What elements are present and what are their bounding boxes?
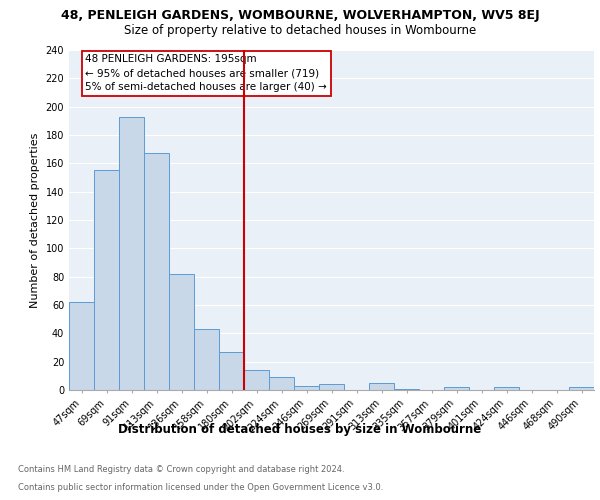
Bar xyxy=(169,274,194,390)
Bar xyxy=(144,154,169,390)
Bar xyxy=(569,387,594,390)
Bar xyxy=(294,386,319,390)
Text: Distribution of detached houses by size in Wombourne: Distribution of detached houses by size … xyxy=(118,422,482,436)
Bar xyxy=(369,383,394,390)
Bar xyxy=(394,388,419,390)
Text: 48, PENLEIGH GARDENS, WOMBOURNE, WOLVERHAMPTON, WV5 8EJ: 48, PENLEIGH GARDENS, WOMBOURNE, WOLVERH… xyxy=(61,9,539,22)
Text: 48 PENLEIGH GARDENS: 195sqm
← 95% of detached houses are smaller (719)
5% of sem: 48 PENLEIGH GARDENS: 195sqm ← 95% of det… xyxy=(85,54,327,92)
Text: Contains HM Land Registry data © Crown copyright and database right 2024.: Contains HM Land Registry data © Crown c… xyxy=(18,465,344,474)
Bar xyxy=(69,302,94,390)
Text: Size of property relative to detached houses in Wombourne: Size of property relative to detached ho… xyxy=(124,24,476,37)
Bar xyxy=(119,116,144,390)
Bar xyxy=(244,370,269,390)
Bar xyxy=(444,387,469,390)
Bar xyxy=(494,387,519,390)
Text: Contains public sector information licensed under the Open Government Licence v3: Contains public sector information licen… xyxy=(18,482,383,492)
Y-axis label: Number of detached properties: Number of detached properties xyxy=(30,132,40,308)
Bar xyxy=(269,377,294,390)
Bar xyxy=(319,384,344,390)
Bar xyxy=(194,329,219,390)
Bar xyxy=(94,170,119,390)
Bar xyxy=(219,352,244,390)
